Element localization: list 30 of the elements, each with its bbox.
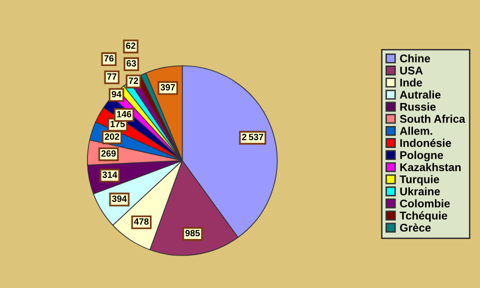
legend-label: South Africa xyxy=(400,114,466,123)
legend-label: Inde xyxy=(400,78,422,87)
data-label: 63 xyxy=(126,60,136,67)
legend-label: Tchéquie xyxy=(400,211,448,222)
data-label: 985 xyxy=(185,230,200,236)
legend-label: Kazakhstan xyxy=(400,163,461,172)
legend-label: USA xyxy=(400,66,423,74)
legend-label: Indonésie xyxy=(400,138,452,147)
legend-label: Turquie xyxy=(400,175,440,186)
legend-label: Russie xyxy=(400,102,436,111)
data-label: 478 xyxy=(134,218,149,225)
data-label: 394 xyxy=(112,196,127,202)
data-label: 94 xyxy=(112,90,122,98)
data-label: 77 xyxy=(107,73,116,80)
data-label: 146 xyxy=(117,110,132,118)
legend-label: Ukraine xyxy=(400,187,440,196)
legend-label: Colombie xyxy=(400,199,450,208)
data-label: 72 xyxy=(128,78,138,84)
legend-label: Autralie xyxy=(400,90,441,99)
data-label: 76 xyxy=(104,55,114,62)
data-label: 2 537 xyxy=(242,134,264,140)
legend-label: Allem. xyxy=(400,126,432,135)
data-label: 314 xyxy=(102,172,118,178)
legend-label: Pologne xyxy=(400,150,444,162)
data-label: 202 xyxy=(104,133,120,140)
legend-label: Chine xyxy=(400,54,430,62)
data-label: 397 xyxy=(160,84,175,90)
legend-label: Grèce xyxy=(400,223,431,232)
data-label: 269 xyxy=(101,150,116,157)
data-label: 62 xyxy=(126,42,136,49)
